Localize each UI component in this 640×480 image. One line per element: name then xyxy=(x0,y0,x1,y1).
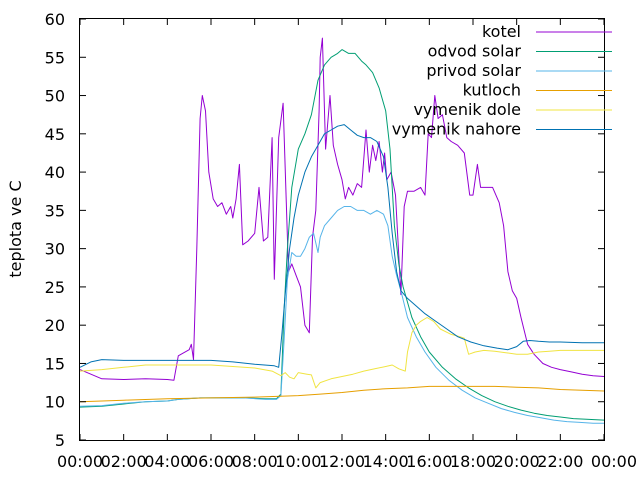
y-tick-label: 30 xyxy=(45,240,65,259)
ticks-layer: 5101520253035404550556000:0002:0004:0006… xyxy=(45,10,637,471)
x-tick-label: 14:00 xyxy=(363,452,409,471)
y-axis-label: teplota ve C xyxy=(6,180,25,277)
x-tick-label: 00:00 xyxy=(57,452,103,471)
x-tick-label: 20:00 xyxy=(494,452,540,471)
x-tick-label: 16:00 xyxy=(406,452,452,471)
legend-label: privod solar xyxy=(426,61,521,80)
y-tick-label: 15 xyxy=(45,354,65,373)
series-line-2 xyxy=(79,206,604,424)
x-tick-label: 10:00 xyxy=(275,452,321,471)
y-tick-label: 40 xyxy=(45,163,65,182)
x-tick-label: 00:00 xyxy=(591,452,637,471)
legend-label: vymenik nahore xyxy=(392,120,521,139)
series-line-3 xyxy=(79,385,605,403)
y-tick-label: 20 xyxy=(45,316,65,335)
x-tick-label: 04:00 xyxy=(144,452,190,471)
legend-label: kutloch xyxy=(463,81,521,100)
y-tick-label: 10 xyxy=(45,393,65,412)
legend-label: kotel xyxy=(482,22,521,41)
x-tick-label: 02:00 xyxy=(101,452,147,471)
y-tick-label: 55 xyxy=(45,48,65,67)
legend-label: odvod solar xyxy=(428,42,522,61)
y-tick-label: 50 xyxy=(45,87,65,106)
y-tick-label: 45 xyxy=(45,125,65,144)
y-tick-label: 25 xyxy=(45,278,65,297)
legend-label: vymenik dole xyxy=(413,100,521,119)
x-tick-label: 08:00 xyxy=(232,452,278,471)
y-tick-label: 5 xyxy=(55,431,65,450)
x-tick-label: 18:00 xyxy=(450,452,496,471)
series-line-5 xyxy=(79,124,604,368)
x-tick-label: 12:00 xyxy=(319,452,365,471)
x-tick-label: 06:00 xyxy=(188,452,234,471)
y-tick-label: 60 xyxy=(45,10,65,29)
y-tick-label: 35 xyxy=(45,201,65,220)
series-layer xyxy=(79,37,605,424)
plot-frame xyxy=(79,18,605,441)
x-tick-label: 22:00 xyxy=(537,452,583,471)
series-line-4 xyxy=(79,317,604,389)
series-line-0 xyxy=(79,37,605,381)
